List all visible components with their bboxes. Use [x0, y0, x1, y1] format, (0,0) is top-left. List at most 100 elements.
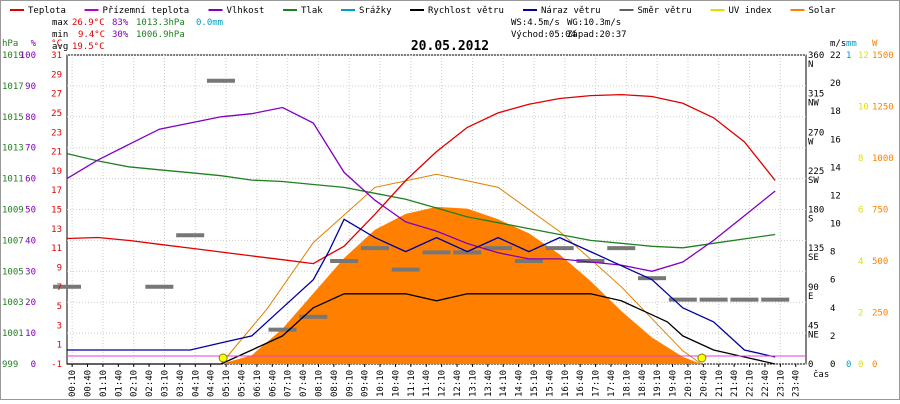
axis-tick-hPa: 1009: [2, 206, 24, 216]
stat-max-press: 1013.3hPa: [136, 18, 185, 28]
axis-tick-W: 0: [872, 360, 877, 370]
x-tick-label: 18:10: [622, 370, 632, 397]
axis-unit-W: W: [872, 39, 878, 49]
x-tick-label: 05:40: [237, 370, 247, 397]
stats-panel: max 26.9°C 83% 1013.3hPa 0.0mm min 9.4°C…: [52, 18, 627, 52]
axis-tick-degC-fine: 1: [57, 341, 62, 351]
axis-tick-ms: 2: [830, 332, 835, 342]
axis-tick-uv: 12: [858, 51, 869, 61]
axis-tick-hPa: 1007: [2, 236, 24, 246]
axis-tick-W: 750: [872, 206, 888, 216]
wind-dir-mark: [176, 233, 205, 238]
axis-tick-dir: SW: [808, 176, 819, 186]
wind-speed-line: [67, 293, 776, 365]
axis-tick-ms: 16: [830, 135, 841, 145]
stat-min-temp: 9.4°C: [78, 30, 105, 40]
x-tick-label: 22:10: [746, 370, 756, 397]
axis-tick-degC-fine: 29: [51, 70, 62, 80]
axis-tick-pct: 100: [20, 51, 36, 61]
x-tick-label: 08:10: [314, 370, 324, 397]
legend-label: Srážky: [359, 6, 392, 16]
axis-tick-pct: 50: [25, 206, 36, 216]
axis-tick-mm: 1: [846, 51, 851, 61]
x-tick-label: 22:40: [761, 370, 771, 397]
axis-tick-degC-fine: 21: [51, 148, 62, 158]
x-tick-label: 01:10: [99, 370, 109, 397]
axis-unit-ms: m/s: [830, 39, 846, 49]
axis-tick-ms: 22: [830, 51, 841, 61]
wind-dir-mark: [391, 267, 420, 272]
axis-tick-pct: 10: [25, 329, 36, 339]
x-tick-label: 15:10: [530, 370, 540, 397]
wind-dir-mark: [576, 259, 605, 263]
wind-dir-mark: [699, 297, 728, 302]
axis-tick-hPa: 1003: [2, 298, 24, 308]
wind-dir-mark: [761, 297, 790, 302]
x-tick-label: 02:10: [130, 370, 140, 397]
chart-title: 20.05.2012: [411, 39, 489, 54]
axis-tick-dir: 0: [808, 360, 813, 370]
axis-tick-uv: 10: [858, 103, 869, 113]
axis-unit-pct: %: [31, 39, 37, 49]
x-tick-label: 23:40: [792, 370, 802, 397]
wind-dir-mark: [206, 78, 235, 83]
humidity-line: [66, 106, 776, 272]
axis-tick-degC: 23: [51, 128, 62, 138]
x-tick-label: 14:10: [499, 370, 509, 397]
wind-dir-mark: [730, 297, 759, 302]
axis-tick-pct: 80: [25, 113, 36, 123]
axis-tick-W: 1500: [872, 51, 894, 61]
x-tick-label: 17:40: [607, 370, 617, 397]
axis-tick-W: 250: [872, 309, 888, 319]
x-tick-label: 16:10: [561, 370, 571, 397]
stat-min-press: 1006.9hPa: [136, 30, 185, 40]
wind-dir-mark: [145, 284, 174, 289]
wind-dir-mark: [330, 259, 359, 263]
legend-label: Solar: [809, 6, 837, 16]
axis-tick-ms: 20: [830, 79, 841, 89]
axis-tick-W: 1000: [872, 154, 894, 164]
axis-tick-dir: 90: [808, 283, 819, 293]
axis-tick-uv: 0: [858, 360, 863, 370]
wind-dir-mark: [53, 284, 81, 289]
axis-tick-ms: 18: [830, 107, 841, 117]
x-tick-label: 04:10: [191, 370, 201, 397]
x-tick-label: 03:10: [161, 370, 171, 397]
x-tick-label: 01:40: [114, 370, 124, 397]
axis-tick-uv: 2: [858, 309, 863, 319]
legend-label: Přízemní teplota: [103, 6, 190, 16]
axis-tick-degC: 7: [57, 283, 62, 293]
axis-tick-hPa: 999: [2, 360, 18, 370]
x-tick-label: 18:40: [638, 370, 648, 397]
wind-dir-mark: [545, 246, 574, 251]
axis-tick-degC-fine: 9: [57, 263, 62, 273]
axis-tick-dir: 225: [808, 167, 824, 177]
axis-tick-degC: 27: [51, 90, 62, 100]
x-tick-label: 11:40: [422, 370, 432, 397]
x-tick-label: 10:10: [376, 370, 386, 397]
axis-tick-dir: NE: [808, 330, 819, 340]
x-tick-label: 19:40: [669, 370, 679, 397]
x-tick-label: 03:40: [176, 370, 186, 397]
axis-tick-degC: 19: [51, 167, 62, 177]
axis-tick-ms: 14: [830, 163, 841, 173]
axis-tick-ms: 12: [830, 191, 841, 201]
wind-dir-mark: [268, 327, 297, 332]
axis-tick-ms: 8: [830, 248, 835, 258]
wind-dir-mark: [638, 276, 667, 281]
axis-tick-pct: 40: [25, 236, 36, 246]
axis-tick-dir: S: [808, 215, 813, 225]
stat-max-label: max: [52, 18, 69, 28]
wind-dir-mark: [607, 246, 636, 251]
x-tick-label: 12:40: [453, 370, 463, 397]
axis-tick-uv: 6: [858, 206, 863, 216]
axis-tick-hPa: 1017: [2, 82, 24, 92]
stat-ws: WS:4.5m/s: [511, 18, 560, 28]
legend-label: Teplota: [28, 6, 66, 16]
axis-tick-ms: 4: [830, 304, 835, 314]
axis-tick-dir: 45: [808, 321, 819, 331]
legend-label: Směr větru: [638, 6, 692, 16]
x-tick-label: 06:10: [253, 370, 263, 397]
stat-min-label: min: [52, 30, 68, 40]
